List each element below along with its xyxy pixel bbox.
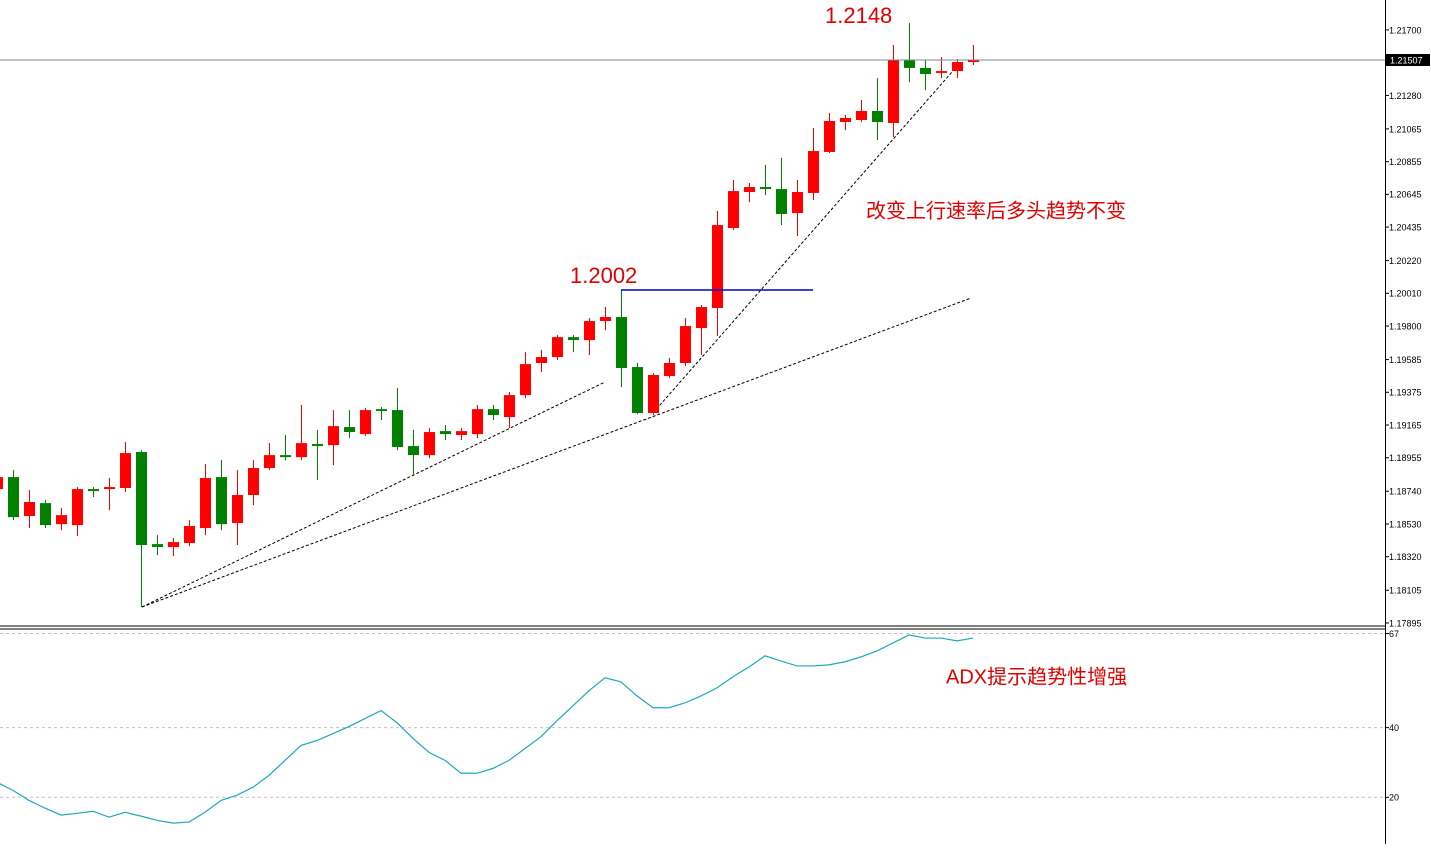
- y-tick-label: 1.19165: [1389, 420, 1422, 430]
- y-tick-label: 1.18105: [1389, 586, 1422, 596]
- y-tick-label: 1.18320: [1389, 552, 1422, 562]
- candle-body: [248, 468, 259, 496]
- candle-body: [72, 489, 83, 526]
- candle-body: [808, 151, 819, 193]
- annotation: ADX提示趋势性增强: [946, 665, 1127, 688]
- candle-body: [632, 367, 643, 414]
- candle-body: [360, 410, 371, 435]
- candle-body: [840, 117, 851, 123]
- candle-body: [600, 317, 611, 322]
- candle-body: [472, 409, 483, 435]
- candle-body: [344, 427, 355, 433]
- candle-body: [296, 443, 307, 458]
- y-tick-label: 1.19375: [1389, 388, 1422, 398]
- trend-lines: [141, 71, 972, 608]
- candle-body: [24, 502, 35, 517]
- current-price-box: [1386, 54, 1430, 67]
- candle-body: [328, 426, 339, 446]
- trend-line: [141, 297, 972, 608]
- trend-line: [652, 71, 953, 414]
- annotation: 改变上行速率后多头趋势不变: [866, 199, 1126, 222]
- trend-line: [141, 381, 606, 608]
- y-tick-label: 1.18740: [1389, 487, 1422, 497]
- y-tick-label: 40: [1389, 723, 1399, 733]
- candle-body: [744, 187, 755, 193]
- candle-body: [664, 362, 675, 377]
- candle-body: [392, 410, 403, 448]
- y-tick-label: 1.18530: [1389, 519, 1422, 529]
- candle-body: [904, 60, 915, 68]
- candle-body: [872, 110, 883, 123]
- candle-body: [216, 477, 227, 525]
- candle-body: [856, 110, 867, 121]
- candle-body: [488, 409, 499, 416]
- candle-body: [968, 60, 979, 63]
- candle-body: [264, 455, 275, 469]
- candle-body: [184, 526, 195, 544]
- candle-body: [424, 432, 435, 456]
- annotation: 1.2002: [570, 263, 637, 288]
- y-tick-label: 1.19585: [1389, 355, 1422, 365]
- adx-line: [0, 634, 974, 824]
- y-tick-label: 1.19800: [1389, 321, 1422, 331]
- candle-body: [88, 489, 99, 492]
- y-tick-label: 1.21700: [1389, 25, 1422, 35]
- current-price-label: 1.21507: [1390, 55, 1423, 65]
- candle-body: [456, 431, 467, 436]
- candle-body: [120, 453, 131, 488]
- candle-body: [696, 307, 707, 329]
- candle-body: [888, 60, 899, 123]
- candle-body: [552, 337, 563, 358]
- annotation: 1.2148: [825, 3, 892, 28]
- candle-body: [616, 317, 627, 368]
- candle-body: [952, 62, 963, 72]
- y-tick-label: 1.17895: [1389, 618, 1422, 628]
- candle-body: [56, 515, 67, 525]
- y-tick-label: 1.21065: [1389, 124, 1422, 134]
- candle-body: [728, 191, 739, 229]
- candle-body: [408, 446, 419, 456]
- candle-body: [8, 477, 19, 518]
- candle-body: [680, 326, 691, 363]
- candle-body: [104, 487, 115, 490]
- candle-body: [168, 542, 179, 548]
- candle-body: [760, 187, 771, 190]
- candle-body: [232, 495, 243, 524]
- y-tick-label: 1.20855: [1389, 157, 1422, 167]
- candle-body: [792, 192, 803, 214]
- candle-body: [520, 364, 531, 396]
- candle-body: [440, 431, 451, 435]
- candle-body: [920, 67, 931, 75]
- candle-body: [312, 444, 323, 447]
- candle-body: [568, 337, 579, 341]
- candle-body: [40, 503, 51, 526]
- y-tick-label: 1.18955: [1389, 453, 1422, 463]
- candle-body: [200, 478, 211, 529]
- candle-body: [536, 357, 547, 363]
- y-tick-label: 67: [1389, 629, 1399, 639]
- y-tick-label: 1.20220: [1389, 256, 1422, 266]
- candle-body: [152, 544, 163, 548]
- candle-body: [504, 395, 515, 418]
- y-tick-label: 1.20645: [1389, 190, 1422, 200]
- candle-body: [584, 321, 595, 341]
- y-tick-label: 1.20010: [1389, 289, 1422, 299]
- candle-body: [824, 120, 835, 152]
- candle-body: [136, 451, 147, 546]
- candle-body: [280, 455, 291, 458]
- candle-body: [648, 375, 659, 414]
- candle-body: [712, 225, 723, 308]
- candle-body: [376, 409, 387, 412]
- candle-body: [0, 477, 3, 490]
- y-tick-label: 1.20435: [1389, 222, 1422, 232]
- y-tick-label: 1.21280: [1389, 91, 1422, 101]
- y-tick-label: 20: [1389, 793, 1399, 803]
- candle-body: [776, 189, 787, 214]
- candle-body: [936, 71, 947, 73]
